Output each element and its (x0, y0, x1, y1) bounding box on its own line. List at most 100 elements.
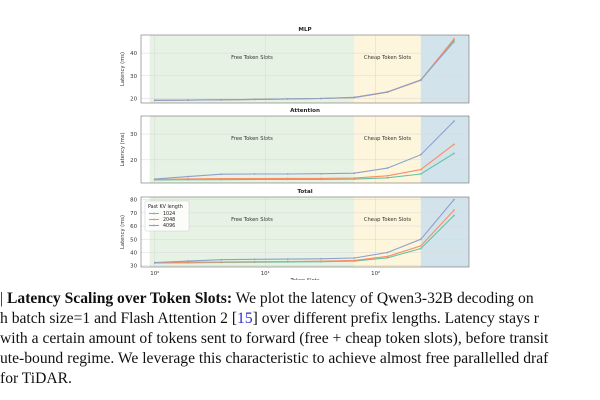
citation-link[interactable]: 15 (237, 310, 253, 327)
data-point-4096 (187, 99, 189, 101)
y-axis-label: Latency (ms) (120, 133, 126, 167)
region-label: Cheap Token Slots (364, 136, 412, 142)
data-point-1024 (386, 176, 389, 179)
data-point-4096 (187, 260, 189, 262)
data-point-4096 (453, 198, 455, 201)
data-point-4096 (286, 98, 289, 100)
plot-frame (140, 34, 470, 104)
region-band (354, 116, 421, 183)
series-line-2048 (154, 209, 455, 264)
data-point-4096 (153, 261, 156, 264)
data-point-1024 (419, 247, 422, 250)
region-label: Cheap Token Slots (364, 55, 412, 61)
caption-line-1: | Latency Scaling over Token Slots: We p… (0, 290, 534, 307)
data-point-2048 (253, 260, 256, 263)
y-tick-label: 60 (130, 224, 137, 230)
legend-marker (153, 224, 155, 227)
data-point-4096 (253, 173, 256, 175)
data-point-4096 (386, 251, 389, 254)
data-point-4096 (220, 258, 223, 261)
caption-line-3: with a certain amount of tokens sent to … (0, 330, 549, 347)
legend-entry: 1024 (163, 211, 175, 217)
data-point-4096 (253, 258, 256, 261)
caption-line-5: for TiDAR. (0, 370, 72, 387)
data-point-2048 (386, 174, 389, 177)
data-point-2048 (220, 177, 223, 180)
data-point-2048 (187, 177, 189, 180)
data-point-2048 (286, 260, 289, 263)
data-point-4096 (153, 99, 156, 102)
y-tick-label: 30 (130, 74, 137, 80)
data-point-4096 (320, 257, 322, 260)
data-point-4096 (453, 40, 455, 43)
panel-title: MLP (298, 27, 311, 33)
region-label: Free Token Slots (231, 217, 273, 223)
region-label: Free Token Slots (231, 55, 273, 61)
data-point-4096 (220, 173, 223, 176)
data-point-2048 (453, 209, 455, 212)
data-point-1024 (419, 173, 422, 175)
region-label: Cheap Token Slots (364, 217, 412, 223)
y-tick-label: 40 (130, 250, 137, 256)
y-tick-label: 20 (130, 158, 137, 164)
data-point-1024 (386, 256, 389, 259)
data-point-4096 (419, 153, 422, 156)
region-band (420, 116, 469, 183)
data-point-4096 (187, 175, 189, 178)
data-point-4096 (286, 258, 289, 260)
region-band (420, 197, 469, 267)
legend-title: Past KV length (148, 204, 183, 210)
data-point-4096 (320, 97, 322, 100)
series-line-4096 (154, 199, 455, 264)
x-tick-label: 10¹ (261, 270, 270, 277)
panel-title: Attention (290, 108, 320, 114)
data-point-2048 (253, 177, 256, 180)
data-point-2048 (419, 244, 422, 247)
data-point-1024 (453, 214, 455, 217)
legend-entry: 2048 (163, 217, 175, 223)
y-tick-label: 70 (130, 211, 137, 217)
data-point-4096 (419, 78, 422, 81)
data-point-4096 (353, 96, 356, 99)
data-point-4096 (453, 120, 455, 123)
data-point-4096 (220, 98, 223, 101)
data-point-4096 (386, 90, 389, 93)
data-point-2048 (320, 260, 322, 263)
data-point-4096 (386, 167, 389, 169)
x-tick-label: 10² (371, 270, 380, 277)
y-tick-label: 50 (130, 237, 137, 243)
plot-frame (140, 115, 470, 184)
data-point-1024 (453, 152, 455, 155)
region-band (149, 116, 355, 183)
caption-line-2: h batch size=1 and Flash Attention 2 [15… (0, 310, 539, 327)
legend-entry: 4096 (163, 223, 175, 229)
region-band (354, 197, 421, 267)
y-tick-label: 40 (130, 51, 137, 57)
x-axis-label: Token Slots (289, 278, 319, 280)
data-point-4096 (320, 172, 322, 175)
data-point-2048 (353, 259, 356, 262)
series-line-4096 (154, 120, 455, 180)
caption-title: Latency Scaling over Token Slots: (7, 290, 233, 307)
data-point-2048 (453, 143, 455, 146)
legend-marker (153, 212, 155, 215)
region-band (420, 35, 469, 103)
data-point-2048 (220, 261, 223, 263)
data-point-2048 (320, 177, 322, 180)
y-tick-label: 80 (130, 198, 137, 204)
y-tick-label: 30 (130, 264, 137, 270)
series-line-1024 (154, 152, 455, 181)
data-point-4096 (153, 178, 156, 181)
data-point-2048 (386, 255, 389, 258)
region-label: Free Token Slots (231, 136, 273, 142)
figure-caption: | Latency Scaling over Token Slots: We p… (0, 289, 600, 400)
data-point-4096 (286, 173, 289, 175)
data-point-2048 (419, 168, 422, 171)
y-tick-label: 20 (130, 96, 137, 102)
data-point-4096 (253, 98, 256, 101)
region-band (149, 35, 355, 103)
plot-frame (140, 196, 470, 268)
y-axis-label: Latency (ms) (120, 215, 126, 249)
series-line-2048 (154, 143, 455, 181)
latency-figure: Free Token Slots Cheap Token Slots 20 30 40 M… (120, 27, 470, 280)
